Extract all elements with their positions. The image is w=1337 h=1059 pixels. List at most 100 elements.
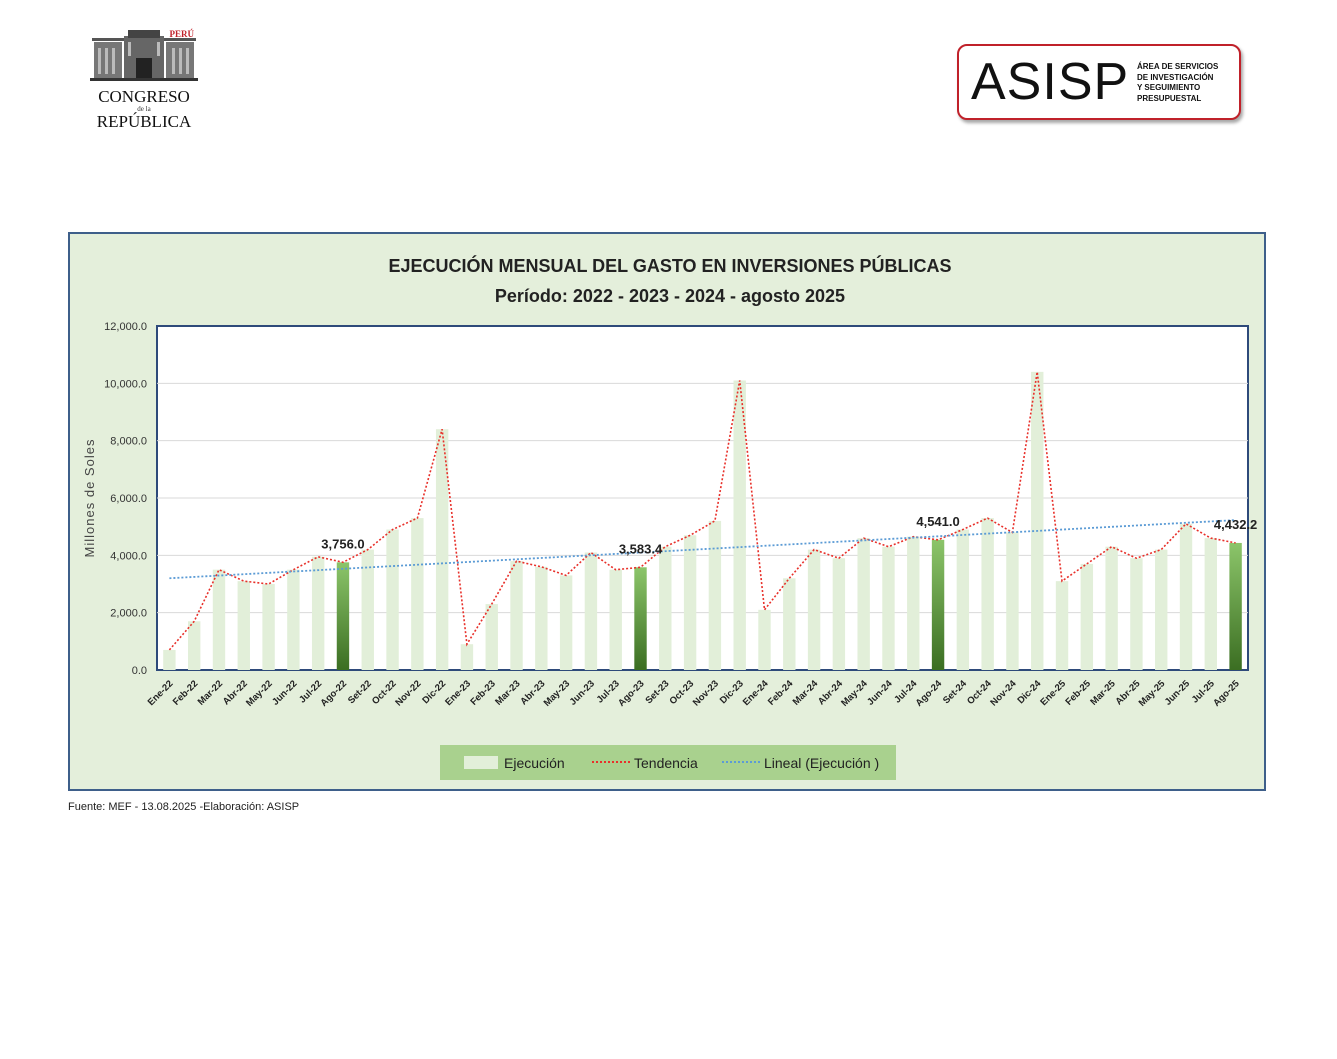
bar [361, 549, 374, 670]
x-tick-label: Jun-25 [1163, 678, 1193, 708]
x-tick-label: Nov-22 [393, 678, 423, 708]
legend-background [440, 745, 896, 780]
bar [584, 552, 598, 670]
legend-label-ejecucion: Ejecución [504, 755, 565, 771]
bar [807, 549, 821, 670]
source-note: Fuente: MEF - 13.08.2025 -Elaboración: A… [68, 801, 300, 813]
bar [956, 529, 970, 670]
bar [262, 584, 275, 670]
x-tick-label: May-22 [244, 678, 275, 709]
bar [882, 546, 895, 670]
bar [559, 575, 573, 670]
bar [907, 536, 920, 670]
x-tick-label: May-25 [1137, 678, 1168, 709]
y-tick-label: 2,000.0 [110, 608, 147, 620]
bar-highlighted [931, 539, 945, 670]
bar [857, 538, 870, 670]
legend-label-lineal: Lineal (Ejecución ) [764, 755, 879, 771]
asisp-subtitle-line: ÁREA DE SERVICIOS [1137, 62, 1219, 71]
bar [212, 569, 226, 670]
bar [1055, 581, 1069, 670]
bar [237, 581, 250, 670]
bar [1130, 558, 1143, 670]
bar [708, 520, 722, 670]
y-tick-label: 12,000.0 [104, 321, 147, 333]
bar [435, 429, 449, 670]
x-tick-label: Ago-25 [1211, 678, 1242, 709]
x-tick-label: Feb-25 [1064, 678, 1094, 708]
y-tick-label: 6,000.0 [110, 493, 147, 505]
asisp-logo-name: ASISP [971, 53, 1130, 111]
x-tick-label: Mar-25 [1088, 678, 1118, 708]
data-label: 3,756.0 [321, 536, 364, 551]
x-tick-label: Ago-23 [616, 678, 647, 709]
y-tick-label: 0.0 [132, 665, 147, 677]
x-tick-label: Ene-23 [443, 678, 473, 708]
bar [1080, 563, 1094, 670]
congreso-logo: PERÚ CONGRESO de la REPÚBLICA [88, 28, 200, 131]
x-tick-label: Mar-23 [493, 678, 522, 707]
asisp-logo-subtitle: ÁREA DE SERVICIOS DE INVESTIGACIÓN Y SEG… [1137, 62, 1218, 104]
congress-building-icon [90, 30, 198, 81]
x-tick-label: Jun-23 [568, 678, 597, 707]
x-tick-label: Nov-23 [691, 678, 721, 708]
data-label: 4,541.0 [916, 514, 959, 529]
y-axis-label: Millones de Soles [82, 439, 97, 558]
x-tick-label: Ene-25 [1038, 678, 1068, 708]
tendencia-line [168, 371, 1236, 651]
bar [411, 518, 424, 670]
x-tick-label: Ago-22 [319, 678, 350, 709]
x-tick-label: May-23 [542, 678, 573, 709]
bar [683, 535, 697, 670]
congreso-line2: de la [137, 105, 151, 113]
asisp-subtitle-line: Y SEGUIMIENTO [1137, 83, 1201, 92]
data-label: 4,432.2 [1214, 517, 1257, 532]
asisp-subtitle-line: PRESUPUESTAL [1137, 93, 1202, 103]
congreso-line3: REPÚBLICA [97, 112, 192, 130]
y-tick-label: 8,000.0 [110, 436, 147, 448]
bar-highlighted [634, 567, 647, 670]
bar [510, 561, 523, 670]
bar [460, 644, 474, 670]
bar [1155, 549, 1168, 670]
bar [832, 558, 846, 670]
bar [1006, 532, 1019, 670]
bar [733, 380, 746, 670]
bar [659, 546, 672, 670]
x-tick-label: Ene-24 [741, 678, 771, 708]
x-tick-label: Set-24 [941, 678, 969, 706]
x-tick-label: Mar-22 [196, 678, 225, 707]
chart-svg: EJECUCIÓN MENSUAL DEL GASTO EN INVERSION… [82, 255, 1257, 780]
x-tick-label: Ene-22 [146, 678, 176, 708]
congreso-top-text: PERÚ [170, 29, 195, 39]
bar [1105, 546, 1118, 670]
x-tick-label: May-24 [839, 678, 870, 709]
bar [981, 518, 994, 670]
bar [311, 556, 325, 670]
x-tick-label: Nov-24 [988, 678, 1019, 709]
congreso-line1: CONGRESO [98, 87, 190, 106]
y-tick-label: 10,000.0 [104, 378, 147, 390]
x-tick-label: Feb-22 [171, 678, 200, 707]
chart-subtitle: Período: 2022 - 2023 - 2024 - agosto 202… [495, 286, 845, 306]
legend-swatch-ejecucion [464, 756, 498, 769]
asisp-logo: ASISP ÁREA DE SERVICIOS DE INVESTIGACIÓN… [957, 44, 1241, 120]
x-tick-label: Feb-23 [468, 678, 497, 707]
bar [1179, 523, 1193, 670]
chart-container: EJECUCIÓN MENSUAL DEL GASTO EN INVERSION… [68, 232, 1266, 791]
y-tick-label: 4,000.0 [110, 550, 147, 562]
x-tick-label: Jun-24 [865, 678, 895, 708]
legend-label-tendencia: Tendencia [634, 755, 698, 771]
bar-highlighted [1229, 542, 1242, 670]
data-label: 3,583.4 [619, 541, 663, 556]
chart-legend: Ejecución Tendencia Lineal (Ejecución ) [440, 745, 896, 780]
bar [758, 609, 771, 670]
bar [163, 649, 176, 670]
bar [287, 569, 300, 670]
bar [783, 578, 796, 670]
asisp-subtitle-line: DE INVESTIGACIÓN [1137, 72, 1214, 82]
linear-trend-line [169, 519, 1236, 580]
bar [386, 529, 399, 670]
bar [485, 604, 498, 670]
bar [187, 621, 201, 670]
